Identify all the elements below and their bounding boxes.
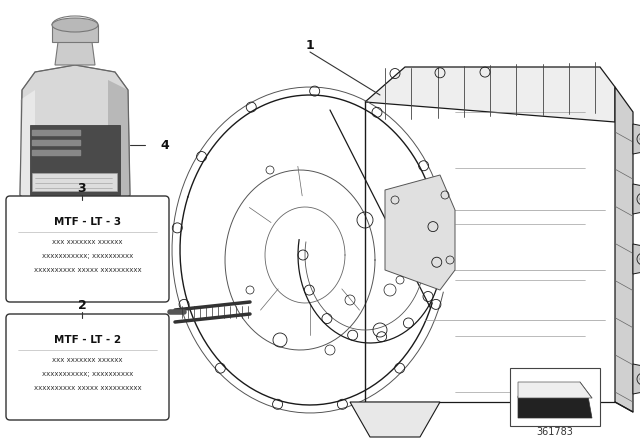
Polygon shape <box>633 124 640 154</box>
Polygon shape <box>518 382 592 398</box>
Bar <box>32 173 117 191</box>
Polygon shape <box>350 402 440 437</box>
Text: MTF - LT - 2: MTF - LT - 2 <box>54 335 121 345</box>
Polygon shape <box>633 364 640 394</box>
Polygon shape <box>52 25 98 42</box>
Polygon shape <box>30 125 120 195</box>
Text: xxxxxxxxxx xxxxx xxxxxxxxxx: xxxxxxxxxx xxxxx xxxxxxxxxx <box>34 267 141 273</box>
Text: xxx xxxxxxx xxxxxx: xxx xxxxxxx xxxxxx <box>52 239 123 245</box>
Text: xxxxxxxxxxx; xxxxxxxxxx: xxxxxxxxxxx; xxxxxxxxxx <box>42 253 133 259</box>
Text: MTF - LT - 3: MTF - LT - 3 <box>54 217 121 227</box>
Polygon shape <box>615 87 633 412</box>
Text: 1: 1 <box>306 39 314 52</box>
Text: 2: 2 <box>77 298 86 311</box>
Text: xxxxxxxxxxx; xxxxxxxxxx: xxxxxxxxxxx; xxxxxxxxxx <box>42 371 133 377</box>
Polygon shape <box>365 67 615 122</box>
Polygon shape <box>633 184 640 214</box>
Ellipse shape <box>52 18 98 32</box>
Polygon shape <box>20 65 130 200</box>
Polygon shape <box>385 175 455 290</box>
Text: 3: 3 <box>77 181 86 194</box>
Bar <box>510 368 600 426</box>
Polygon shape <box>20 90 35 200</box>
Polygon shape <box>108 80 130 200</box>
Polygon shape <box>633 244 640 274</box>
Text: xxx xxxxxxx xxxxxx: xxx xxxxxxx xxxxxx <box>52 357 123 363</box>
Polygon shape <box>518 396 592 418</box>
Text: 361783: 361783 <box>536 427 573 437</box>
Polygon shape <box>55 42 95 65</box>
Text: 4: 4 <box>161 138 170 151</box>
Text: xxxxxxxxxx xxxxx xxxxxxxxxx: xxxxxxxxxx xxxxx xxxxxxxxxx <box>34 385 141 391</box>
FancyBboxPatch shape <box>6 314 169 420</box>
FancyBboxPatch shape <box>6 196 169 302</box>
